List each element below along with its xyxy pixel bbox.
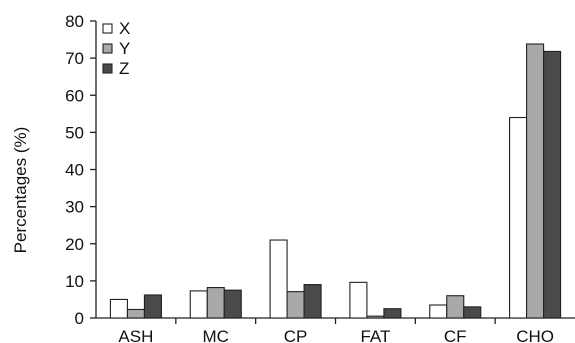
plot-area: 0 10 20 30 40 50 60 70 80 ASH MC CP FAT CF CHO XYZ	[65, 12, 575, 343]
bar-cf-y	[446, 295, 465, 319]
bar-fat-x	[349, 281, 368, 319]
y-tick-label-3: 30	[65, 198, 84, 217]
bar-fat-y	[366, 315, 385, 319]
y-tick-label-6: 60	[65, 86, 84, 105]
legend-swatch-z	[102, 63, 113, 74]
bar-mc-y	[206, 287, 225, 319]
bar-cho-y	[526, 43, 545, 319]
y-tick-label-1: 10	[65, 272, 84, 291]
bar-cp-x	[269, 239, 288, 319]
legend-label-y: Y	[119, 39, 130, 58]
category-label-cho: CHO	[516, 327, 554, 343]
bar-cho-z	[543, 50, 562, 319]
category-label-ash: ASH	[118, 327, 153, 343]
y-axis-title: Percentages (%)	[11, 127, 30, 254]
y-tick-label-2: 20	[65, 235, 84, 254]
bar-cf-x	[429, 304, 448, 319]
legend-label-x: X	[119, 19, 130, 38]
bar-fat-z	[383, 308, 402, 319]
y-tick-label-0: 0	[75, 309, 84, 328]
bar-cp-z	[303, 284, 322, 319]
bar-ash-x	[109, 298, 128, 319]
bar-mc-z	[223, 289, 242, 319]
legend-swatch-x	[102, 23, 113, 34]
category-label-mc: MC	[203, 327, 229, 343]
legend-swatch-y	[102, 43, 113, 54]
bar-ash-z	[143, 294, 162, 319]
bar-cf-z	[463, 306, 482, 319]
bar-ash-y	[126, 308, 145, 319]
category-label-fat: FAT	[360, 327, 390, 343]
legend-label-z: Z	[119, 59, 129, 78]
y-tick-label-4: 40	[65, 161, 84, 180]
y-tick-label-5: 50	[65, 123, 84, 142]
y-tick-label-7: 70	[65, 49, 84, 68]
category-label-cp: CP	[284, 327, 308, 343]
bar-cp-y	[286, 291, 305, 319]
bar-mc-x	[189, 290, 208, 319]
y-tick-label-8: 80	[65, 12, 84, 31]
bar-cho-x	[509, 116, 528, 319]
category-label-cf: CF	[444, 327, 467, 343]
